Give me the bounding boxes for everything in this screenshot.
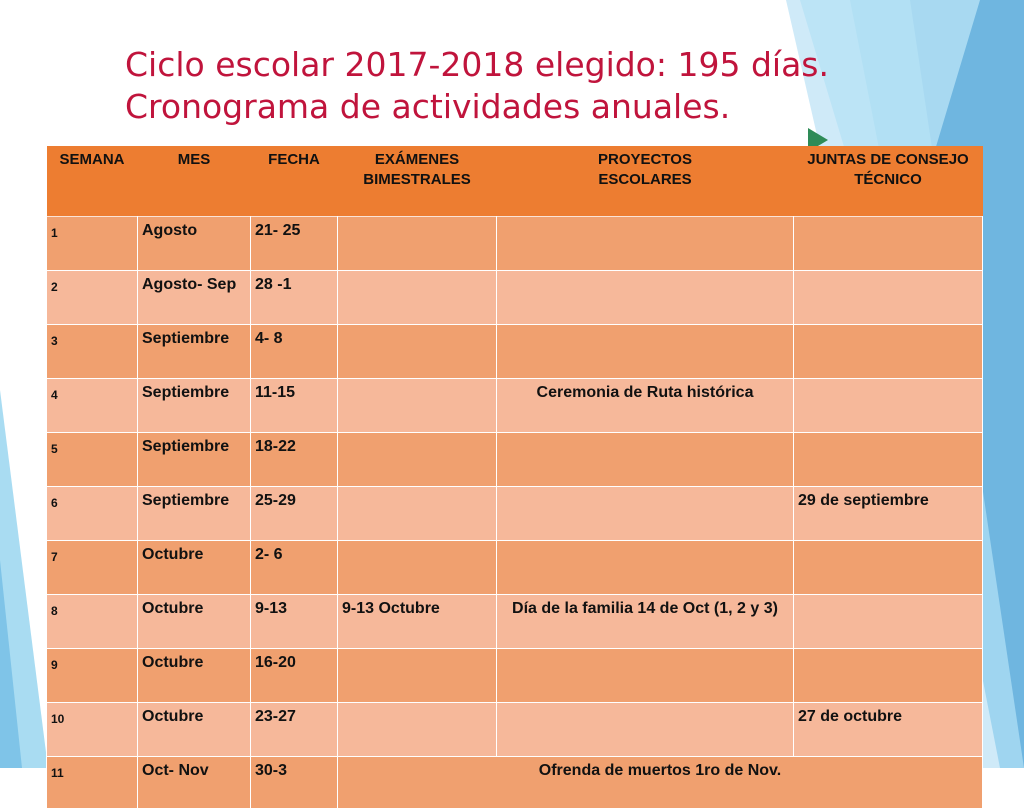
header-examenes: EXÁMENES BIMESTRALES bbox=[337, 146, 497, 217]
cell-semana: 11 bbox=[46, 756, 138, 809]
cell-mes: Octubre bbox=[137, 594, 251, 649]
cell-proyectos: Ceremonia de Ruta histórica bbox=[496, 378, 794, 433]
table-row: 3 Septiembre 4- 8 bbox=[46, 324, 983, 379]
cell-juntas bbox=[793, 378, 983, 433]
header-proyectos: PROYECTOS ESCOLARES bbox=[496, 146, 794, 217]
cell-proyectos bbox=[496, 540, 794, 595]
cell-proyectos bbox=[496, 486, 794, 541]
cell-examenes bbox=[337, 216, 497, 271]
cell-semana: 5 bbox=[46, 432, 138, 487]
cell-mes: Octubre bbox=[137, 648, 251, 703]
table-row: 7 Octubre 2- 6 bbox=[46, 540, 983, 595]
cell-semana: 3 bbox=[46, 324, 138, 379]
title-line-2: Cronograma de actividades anuales. bbox=[125, 87, 731, 126]
cell-examenes bbox=[337, 378, 497, 433]
cell-juntas: 27 de octubre bbox=[793, 702, 983, 757]
table-row: 5 Septiembre 18-22 bbox=[46, 432, 983, 487]
table-row: 6 Septiembre 25-29 29 de septiembre bbox=[46, 486, 983, 541]
cell-fecha: 18-22 bbox=[250, 432, 338, 487]
table-row: 9 Octubre 16-20 bbox=[46, 648, 983, 703]
cell-juntas bbox=[793, 270, 983, 325]
cell-proyectos bbox=[496, 432, 794, 487]
cell-semana: 8 bbox=[46, 594, 138, 649]
table-row: 11 Oct- Nov 30-3 Ofrenda de muertos 1ro … bbox=[46, 756, 983, 809]
cell-fecha: 11-15 bbox=[250, 378, 338, 433]
header-fecha: FECHA bbox=[250, 146, 338, 217]
cell-mes: Septiembre bbox=[137, 486, 251, 541]
slide-title: Ciclo escolar 2017-2018 elegido: 195 día… bbox=[125, 44, 829, 128]
cell-proyectos bbox=[496, 648, 794, 703]
cell-fecha: 4- 8 bbox=[250, 324, 338, 379]
cell-proyectos bbox=[496, 702, 794, 757]
cell-mes: Septiembre bbox=[137, 432, 251, 487]
table-row: 1 Agosto 21- 25 bbox=[46, 216, 983, 271]
cell-juntas: 29 de septiembre bbox=[793, 486, 983, 541]
cell-proyectos bbox=[496, 216, 794, 271]
cell-proyectos: Día de la familia 14 de Oct (1, 2 y 3) bbox=[496, 594, 794, 649]
header-juntas: JUNTAS DE CONSEJO TÉCNICO bbox=[793, 146, 983, 217]
table-header-row: SEMANA MES FECHA EXÁMENES BIMESTRALES PRO… bbox=[46, 146, 983, 217]
cell-fecha: 21- 25 bbox=[250, 216, 338, 271]
cell-fecha: 23-27 bbox=[250, 702, 338, 757]
cell-mes: Septiembre bbox=[137, 378, 251, 433]
table-row: 10 Octubre 23-27 27 de octubre bbox=[46, 702, 983, 757]
activities-schedule-table: SEMANA MES FECHA EXÁMENES BIMESTRALES PRO… bbox=[46, 146, 983, 809]
cell-juntas bbox=[793, 648, 983, 703]
cell-fecha: 2- 6 bbox=[250, 540, 338, 595]
cell-mes: Septiembre bbox=[137, 324, 251, 379]
cell-juntas bbox=[793, 594, 983, 649]
cell-mes: Octubre bbox=[137, 540, 251, 595]
cell-juntas bbox=[793, 540, 983, 595]
cell-semana: 7 bbox=[46, 540, 138, 595]
cell-semana: 4 bbox=[46, 378, 138, 433]
cell-examenes bbox=[337, 540, 497, 595]
cell-fecha: 9-13 bbox=[250, 594, 338, 649]
cell-fecha: 25-29 bbox=[250, 486, 338, 541]
cell-juntas bbox=[793, 216, 983, 271]
header-semana: SEMANA bbox=[46, 146, 138, 217]
cell-semana: 1 bbox=[46, 216, 138, 271]
cell-semana: 9 bbox=[46, 648, 138, 703]
header-mes: MES bbox=[137, 146, 251, 217]
title-line-1: Ciclo escolar 2017-2018 elegido: 195 día… bbox=[125, 45, 829, 84]
cell-fecha: 28 -1 bbox=[250, 270, 338, 325]
cell-examenes bbox=[337, 486, 497, 541]
cell-proyectos bbox=[496, 270, 794, 325]
cell-mes: Oct- Nov bbox=[137, 756, 251, 809]
table-row: 8 Octubre 9-13 9-13 Octubre Día de la fa… bbox=[46, 594, 983, 649]
cell-fecha: 30-3 bbox=[250, 756, 338, 809]
cell-examenes bbox=[337, 432, 497, 487]
table-row: 4 Septiembre 11-15 Ceremonia de Ruta his… bbox=[46, 378, 983, 433]
cell-juntas bbox=[793, 324, 983, 379]
cell-mes: Agosto bbox=[137, 216, 251, 271]
cell-semana: 2 bbox=[46, 270, 138, 325]
cell-proyectos bbox=[496, 324, 794, 379]
cell-fecha: 16-20 bbox=[250, 648, 338, 703]
cell-mes: Octubre bbox=[137, 702, 251, 757]
cell-semana: 6 bbox=[46, 486, 138, 541]
table-row: 2 Agosto- Sep 28 -1 bbox=[46, 270, 983, 325]
cell-examenes bbox=[337, 702, 497, 757]
cell-juntas bbox=[793, 432, 983, 487]
cell-merged-event: Ofrenda de muertos 1ro de Nov. bbox=[337, 756, 983, 809]
cell-semana: 10 bbox=[46, 702, 138, 757]
cell-examenes: 9-13 Octubre bbox=[337, 594, 497, 649]
cell-examenes bbox=[337, 324, 497, 379]
cell-examenes bbox=[337, 270, 497, 325]
cell-mes: Agosto- Sep bbox=[137, 270, 251, 325]
cell-examenes bbox=[337, 648, 497, 703]
